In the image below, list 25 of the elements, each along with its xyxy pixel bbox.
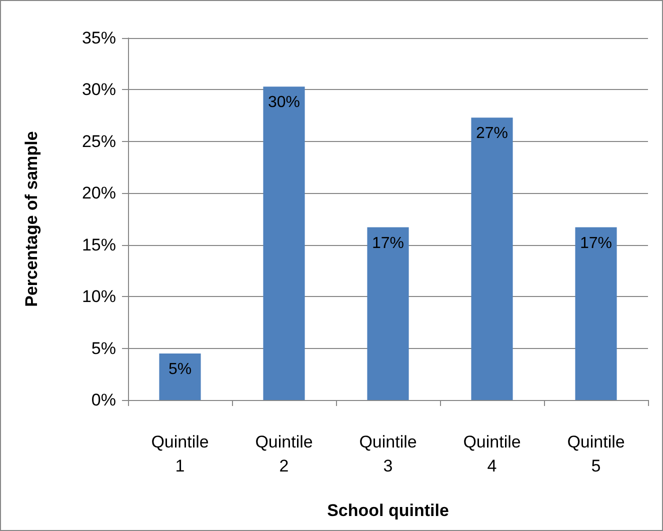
bar: [575, 227, 617, 400]
y-tick-label: 10%: [82, 287, 116, 306]
y-tick-label: 35%: [82, 28, 116, 48]
data-label: 27%: [476, 125, 508, 142]
x-tick-label: Quintile 5: [567, 432, 625, 476]
y-tick-label: 0%: [91, 390, 116, 410]
bar: [367, 227, 409, 400]
y-tick-label: 20%: [82, 184, 116, 203]
bar: [263, 86, 305, 400]
data-label: 30%: [268, 94, 300, 112]
x-tick-label: Quintile 2: [255, 432, 313, 476]
x-axis-title: School quintile: [327, 501, 449, 520]
y-axis-title: Percentage of sample: [22, 131, 41, 307]
x-tick-label: Quintile 1: [151, 432, 209, 476]
x-tick-label: Quintile 4: [463, 432, 521, 476]
y-tick-label: 15%: [82, 235, 116, 254]
bar: [159, 353, 201, 400]
y-tick-label: 25%: [82, 132, 116, 151]
y-tick-label: 30%: [82, 80, 116, 100]
data-label: 5%: [168, 360, 192, 378]
x-tick-label: Quintile 3: [359, 432, 417, 476]
y-tick-label: 5%: [91, 338, 116, 358]
bar: [471, 118, 513, 400]
data-label: 17%: [372, 234, 404, 252]
data-label: 17%: [580, 234, 612, 252]
